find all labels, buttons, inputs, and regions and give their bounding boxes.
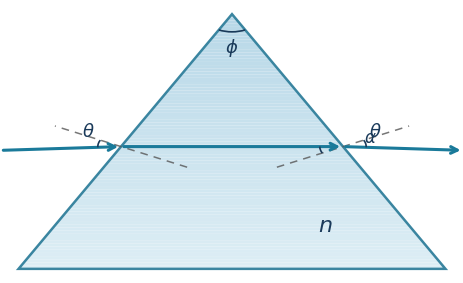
Polygon shape bbox=[157, 100, 306, 103]
Polygon shape bbox=[72, 202, 391, 205]
Polygon shape bbox=[90, 180, 373, 183]
Polygon shape bbox=[163, 94, 301, 97]
Polygon shape bbox=[131, 132, 332, 135]
Polygon shape bbox=[165, 91, 298, 94]
Polygon shape bbox=[186, 65, 277, 68]
Polygon shape bbox=[173, 81, 290, 84]
Polygon shape bbox=[80, 192, 383, 196]
Polygon shape bbox=[221, 24, 242, 27]
Polygon shape bbox=[216, 30, 247, 33]
Polygon shape bbox=[109, 157, 354, 161]
Polygon shape bbox=[183, 68, 280, 72]
Polygon shape bbox=[104, 164, 359, 167]
Polygon shape bbox=[21, 263, 442, 266]
Polygon shape bbox=[170, 84, 293, 87]
Polygon shape bbox=[106, 161, 357, 164]
Polygon shape bbox=[175, 78, 288, 81]
Polygon shape bbox=[144, 116, 319, 119]
Polygon shape bbox=[48, 231, 415, 234]
Polygon shape bbox=[88, 183, 375, 186]
Polygon shape bbox=[128, 135, 335, 138]
Polygon shape bbox=[178, 75, 285, 78]
Polygon shape bbox=[32, 250, 431, 253]
Polygon shape bbox=[168, 87, 295, 91]
Polygon shape bbox=[149, 110, 314, 113]
Polygon shape bbox=[77, 196, 386, 199]
Polygon shape bbox=[125, 138, 338, 142]
Polygon shape bbox=[213, 33, 250, 37]
Polygon shape bbox=[34, 246, 429, 250]
Polygon shape bbox=[226, 17, 237, 21]
Polygon shape bbox=[24, 259, 439, 263]
Polygon shape bbox=[207, 40, 256, 43]
Polygon shape bbox=[50, 228, 413, 231]
Polygon shape bbox=[117, 148, 346, 151]
Text: $\alpha$: $\alpha$ bbox=[363, 129, 376, 147]
Polygon shape bbox=[43, 237, 420, 240]
Polygon shape bbox=[146, 113, 317, 116]
Polygon shape bbox=[82, 189, 381, 192]
Polygon shape bbox=[101, 167, 362, 170]
Polygon shape bbox=[192, 59, 271, 62]
Polygon shape bbox=[37, 243, 426, 246]
Polygon shape bbox=[205, 43, 258, 46]
Polygon shape bbox=[19, 266, 444, 269]
Polygon shape bbox=[194, 55, 269, 59]
Polygon shape bbox=[141, 119, 322, 122]
Polygon shape bbox=[29, 253, 434, 256]
Polygon shape bbox=[112, 154, 351, 157]
Polygon shape bbox=[152, 106, 312, 110]
Polygon shape bbox=[56, 221, 407, 224]
Polygon shape bbox=[85, 186, 378, 189]
Polygon shape bbox=[75, 199, 388, 202]
Polygon shape bbox=[26, 256, 437, 259]
Polygon shape bbox=[229, 14, 234, 17]
Polygon shape bbox=[200, 49, 263, 52]
Polygon shape bbox=[210, 37, 253, 40]
Polygon shape bbox=[197, 52, 266, 55]
Polygon shape bbox=[66, 208, 397, 212]
Polygon shape bbox=[218, 27, 245, 30]
Polygon shape bbox=[138, 122, 325, 126]
Text: $\theta$: $\theta$ bbox=[369, 123, 381, 142]
Polygon shape bbox=[119, 145, 344, 148]
Polygon shape bbox=[53, 224, 410, 228]
Polygon shape bbox=[224, 21, 239, 24]
Polygon shape bbox=[133, 129, 330, 132]
Polygon shape bbox=[45, 234, 418, 237]
Polygon shape bbox=[58, 218, 405, 221]
Polygon shape bbox=[64, 212, 399, 215]
Polygon shape bbox=[40, 240, 423, 243]
Polygon shape bbox=[189, 62, 274, 65]
Text: $n$: $n$ bbox=[317, 216, 332, 236]
Polygon shape bbox=[122, 142, 341, 145]
Polygon shape bbox=[154, 103, 309, 106]
Polygon shape bbox=[61, 215, 402, 218]
Polygon shape bbox=[181, 72, 282, 75]
Polygon shape bbox=[98, 170, 365, 173]
Text: $\phi$: $\phi$ bbox=[225, 37, 238, 59]
Text: $\theta$: $\theta$ bbox=[82, 123, 94, 142]
Polygon shape bbox=[93, 177, 370, 180]
Polygon shape bbox=[69, 205, 394, 208]
Polygon shape bbox=[160, 97, 303, 100]
Polygon shape bbox=[96, 173, 367, 177]
Polygon shape bbox=[202, 46, 261, 49]
Polygon shape bbox=[114, 151, 349, 154]
Polygon shape bbox=[136, 126, 327, 129]
